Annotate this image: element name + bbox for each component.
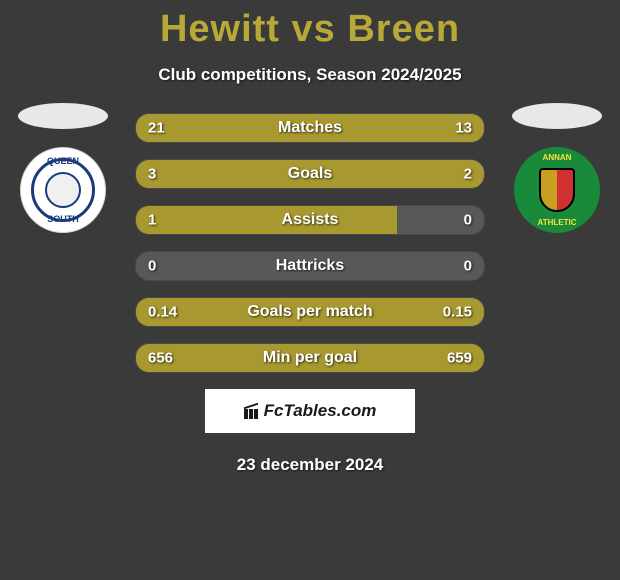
team-left-crest: QUEEN SOUTH [20, 147, 106, 233]
stats-area: QUEEN SOUTH ANNAN ATHLETIC Matches2113 Go… [0, 113, 620, 373]
stat-row: Min per goal656659 [135, 343, 485, 373]
stat-row: Assists10 [135, 205, 485, 235]
stat-row: Goals per match0.140.15 [135, 297, 485, 327]
stat-label: Hattricks [136, 257, 484, 275]
player-oval-left [18, 103, 108, 129]
crest-left-core [45, 172, 81, 208]
stat-row: Hattricks0 0 [135, 251, 485, 281]
brand-icon [244, 403, 260, 419]
bar-fill-left [136, 114, 352, 142]
crest-left-text-bottom: SOUTH [47, 214, 79, 224]
stat-row: Goals32 [135, 159, 485, 189]
crest-right-text-bottom: ATHLETIC [538, 218, 577, 227]
bar-fill-left [136, 344, 310, 372]
stat-row: Matches2113 [135, 113, 485, 143]
bar-fill-right [310, 344, 484, 372]
crest-right-shield [539, 168, 575, 212]
bar-fill-left [136, 160, 345, 188]
stat-value-right: 0 [464, 258, 472, 275]
crest-right-text-top: ANNAN [543, 153, 572, 162]
bar-fill-right [345, 160, 484, 188]
bar-fill-left [136, 206, 397, 234]
team-left-block: QUEEN SOUTH [18, 103, 108, 233]
brand-text: FcTables.com [264, 401, 377, 421]
player-oval-right [512, 103, 602, 129]
stat-value-left: 0 [148, 258, 156, 275]
brand-pill: FcTables.com [205, 389, 415, 433]
team-right-block: ANNAN ATHLETIC [512, 103, 602, 233]
bar-fill-right [352, 114, 484, 142]
team-right-crest: ANNAN ATHLETIC [514, 147, 600, 233]
bar-fill-right [303, 298, 484, 326]
date-text: 23 december 2024 [0, 455, 620, 475]
page-title: Hewitt vs Breen [0, 0, 620, 51]
stat-bars: Matches2113Goals32Assists10Hattricks00Go… [135, 113, 485, 373]
page-subtitle: Club competitions, Season 2024/2025 [0, 65, 620, 85]
stat-value-right: 0 [464, 212, 472, 229]
bar-fill-left [136, 298, 303, 326]
